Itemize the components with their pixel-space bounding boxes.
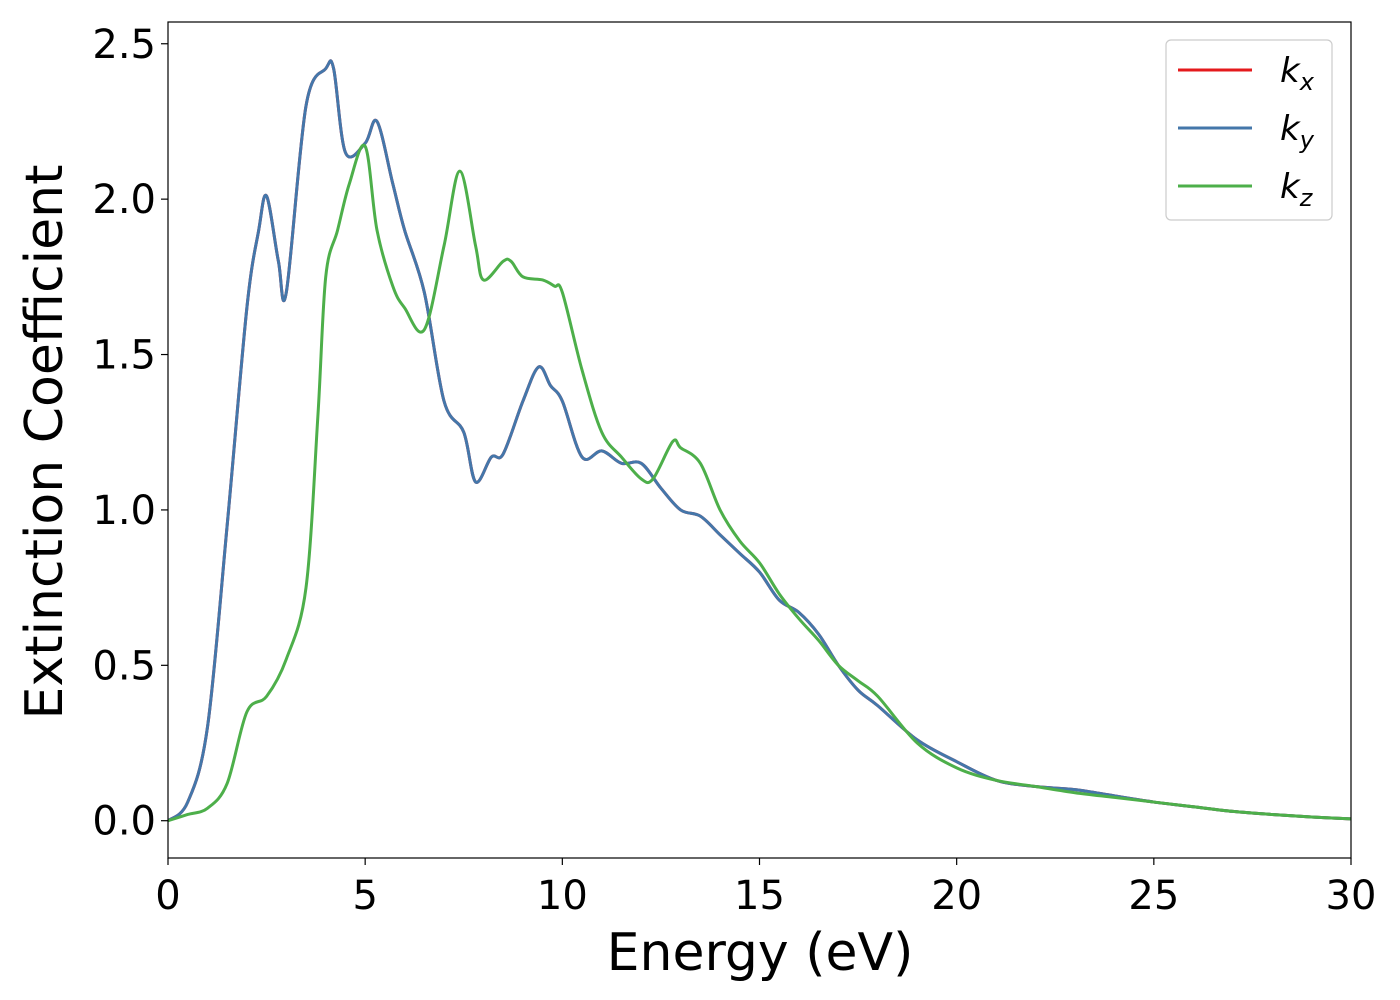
series-line-y — [168, 59, 1351, 822]
legend: kx ky kz — [1165, 39, 1333, 221]
x-axis-label: Energy (eV) — [607, 923, 914, 983]
y-tick-label: 1.5 — [92, 333, 156, 379]
x-tick-label: 30 — [1326, 873, 1377, 919]
axes-layer: 0 5 10 15 20 25 30 0.0 0.5 1.0 1.5 2.0 2.5 — [92, 21, 1377, 919]
x-tick-label: 15 — [734, 873, 785, 919]
y-tick-label: 2.0 — [92, 177, 156, 223]
y-axis-label: Extinction Coefficient — [15, 165, 75, 720]
y-tick-label: 0.5 — [92, 643, 156, 689]
legend-box — [1165, 39, 1333, 221]
x-tick-label: 5 — [352, 873, 377, 919]
y-tick-label: 1.0 — [92, 488, 156, 534]
series-layer — [168, 59, 1351, 823]
legend-label-y: ky — [1280, 109, 1315, 154]
legend-label-x: kx — [1280, 51, 1315, 96]
x-tick-label: 20 — [931, 873, 982, 919]
y-tick-label: 2.5 — [92, 22, 156, 68]
legend-label-z: kz — [1280, 167, 1314, 212]
y-tick-label: 0.0 — [92, 799, 156, 845]
series-line-z — [168, 143, 1351, 823]
x-tick-label: 25 — [1128, 873, 1179, 919]
x-tick-label: 10 — [537, 873, 588, 919]
x-tick-label: 0 — [155, 873, 180, 919]
